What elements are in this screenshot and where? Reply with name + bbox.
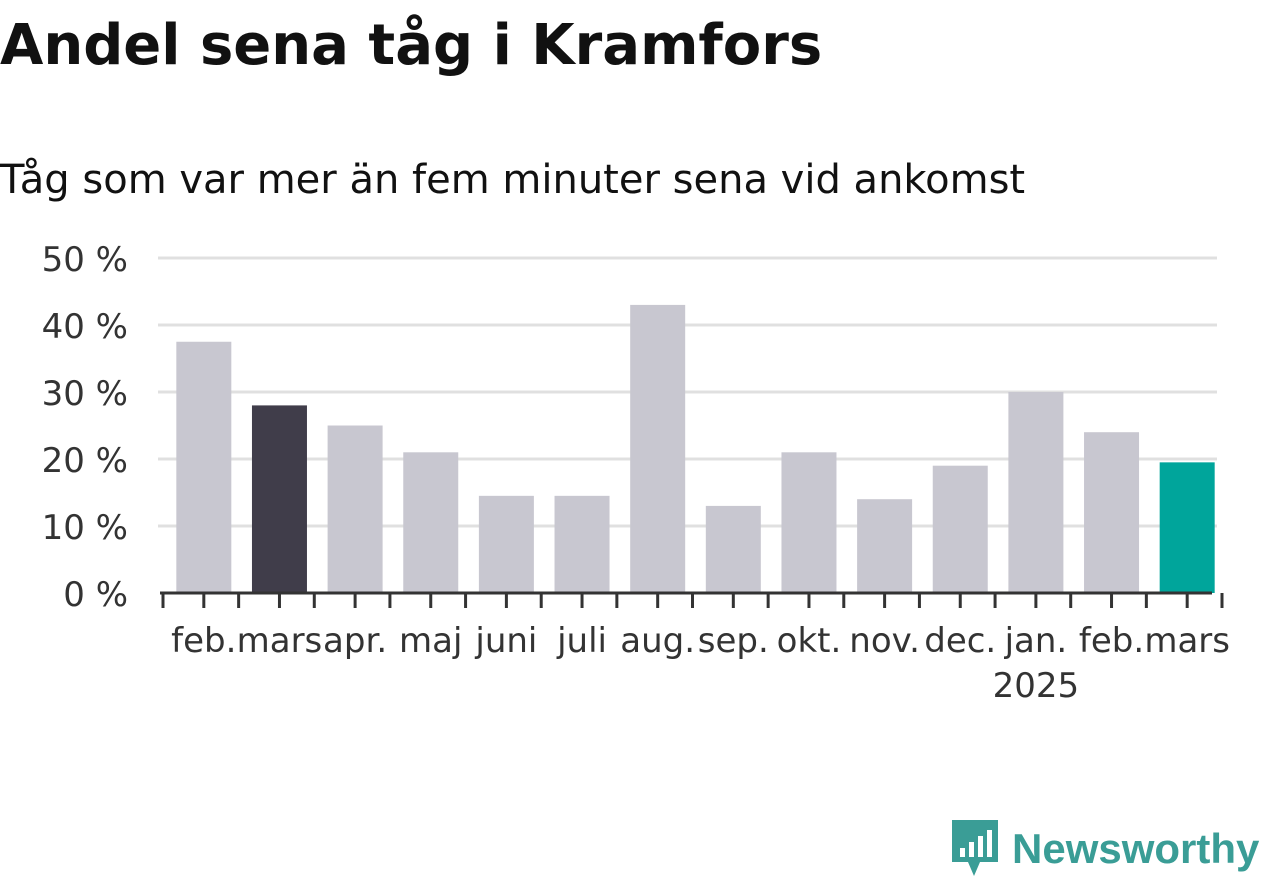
bar	[176, 341, 232, 593]
bar	[857, 499, 913, 593]
x-tick-label: sep.	[698, 621, 769, 661]
brand-name: Newsworthy	[1012, 825, 1260, 872]
x-tick-label: mars	[1144, 621, 1230, 661]
bar	[1159, 462, 1215, 593]
x-tick-label: mars	[237, 621, 323, 661]
x-tick-label: jan.	[1004, 621, 1068, 661]
y-tick-label: 0 %	[63, 575, 128, 615]
x-tick-label: aug.	[620, 621, 695, 661]
bar	[705, 505, 761, 593]
bar	[1084, 432, 1140, 593]
x-tick-label: apr.	[323, 621, 387, 661]
chart-title: Andel sena tåg i Kramfors	[0, 13, 823, 78]
x-tick-label: dec.	[924, 621, 996, 661]
chart-subtitle: Tåg som var mer än fem minuter sena vid …	[0, 157, 1026, 203]
newsworthy-logo-icon	[952, 820, 998, 876]
bar	[781, 452, 837, 593]
bar	[478, 495, 534, 593]
y-tick-label: 10 %	[42, 508, 128, 548]
bar	[932, 465, 988, 593]
x-tick-label: juli	[556, 621, 607, 661]
brand-logo: Newsworthy	[950, 818, 1259, 880]
bar	[554, 495, 610, 593]
y-tick-label: 40 %	[42, 307, 128, 347]
y-tick-label: 20 %	[42, 441, 128, 481]
bar	[630, 304, 686, 593]
x-tick-label: feb.	[171, 621, 236, 661]
bar	[1008, 392, 1064, 593]
bar	[327, 425, 383, 593]
x-tick-label: okt.	[777, 621, 842, 661]
y-tick-label: 50 %	[42, 240, 128, 280]
x-tick-label: juni	[474, 621, 537, 661]
y-tick-label: 30 %	[42, 374, 128, 414]
x-tick-label: nov.	[849, 621, 920, 661]
x-tick-label: maj	[399, 621, 462, 661]
bar	[403, 452, 459, 593]
x-tick-label: feb.	[1079, 621, 1144, 661]
x-year-label: 2025	[993, 666, 1080, 706]
bar	[251, 405, 307, 593]
